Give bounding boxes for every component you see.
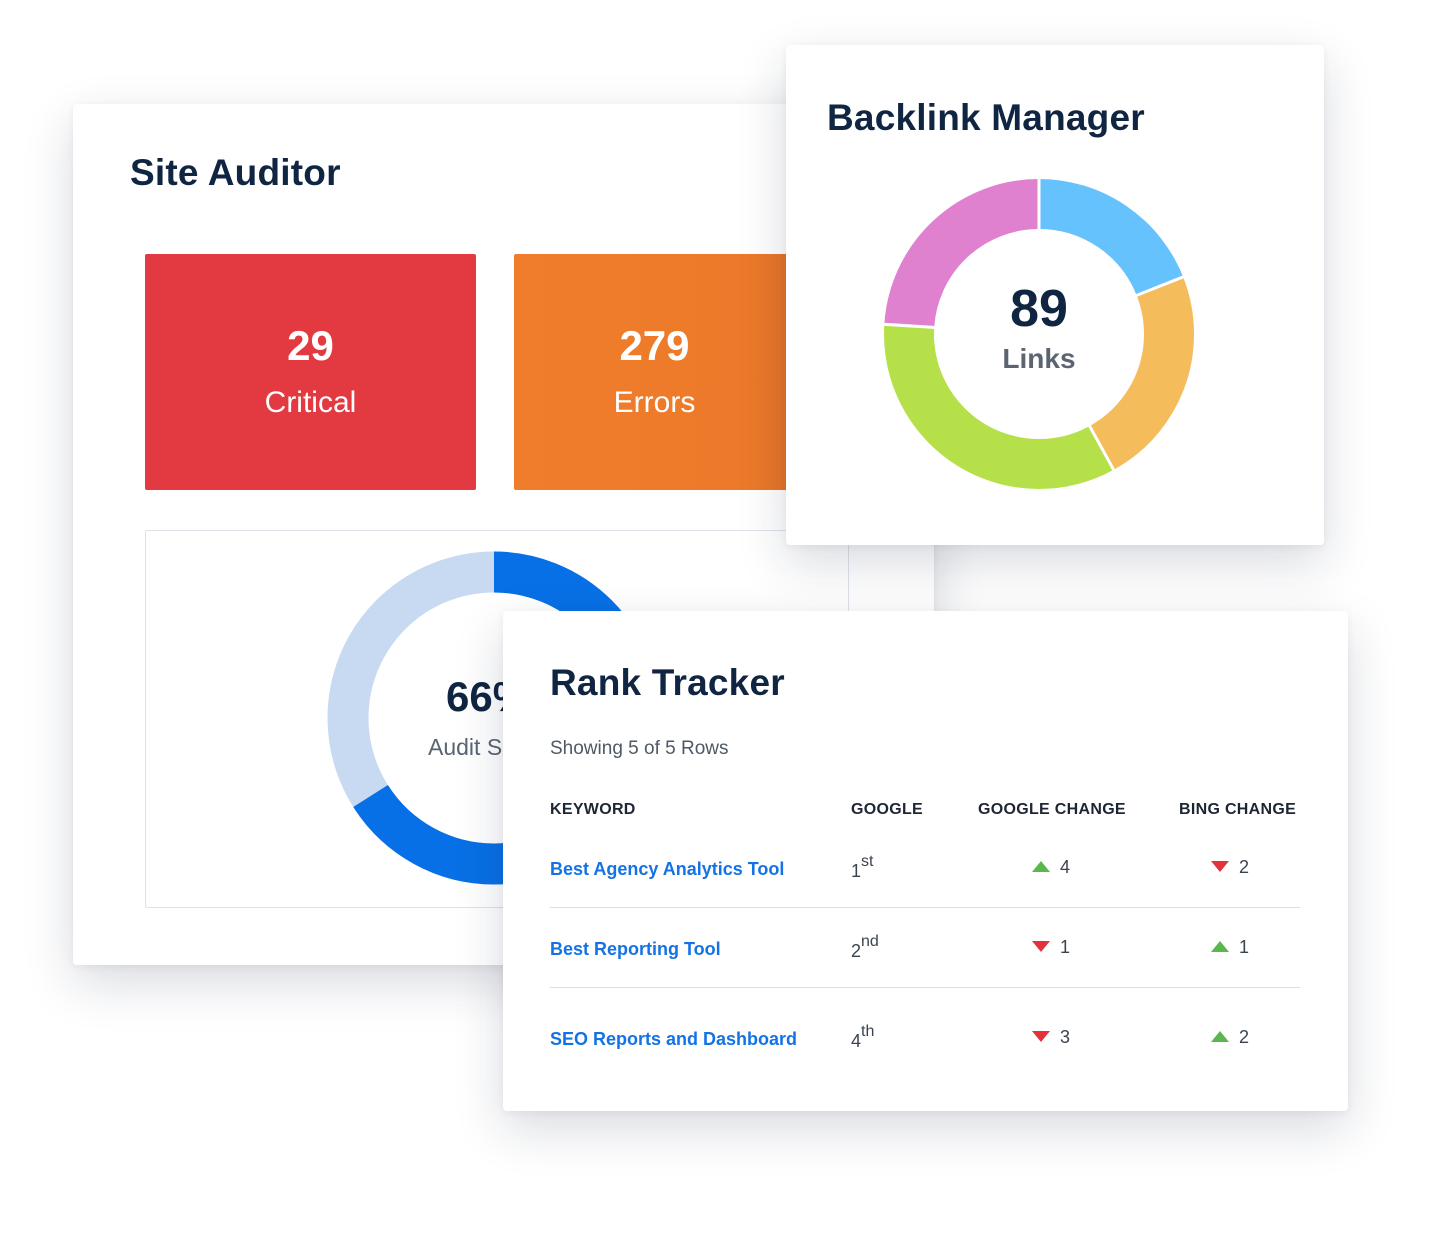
position-suffix: st — [861, 853, 874, 870]
table-row: Best Agency Analytics Tool 1st 4 2 — [550, 827, 1300, 908]
column-header-google[interactable]: GOOGLE — [851, 801, 924, 818]
keyword-link[interactable]: Best Reporting Tool — [550, 939, 721, 959]
critical-stat-box[interactable]: 29 Critical — [145, 254, 476, 490]
position-suffix: th — [861, 1023, 875, 1040]
arrow-down-icon — [1211, 860, 1229, 872]
arrow-up-icon — [1211, 940, 1229, 952]
critical-label: Critical — [264, 386, 357, 419]
google-position: 2nd — [851, 933, 879, 961]
segment-separator — [883, 322, 936, 329]
site-auditor-title: Site Auditor — [130, 152, 341, 193]
bing-change: 1 — [1211, 937, 1249, 958]
column-header-bing-change[interactable]: BING CHANGE — [1179, 801, 1297, 818]
table-row: SEO Reports and Dashboard 4th 3 2 — [550, 987, 1300, 1067]
errors-count: 279 — [619, 322, 690, 369]
arrow-up-icon — [1032, 860, 1050, 872]
column-header-google-change[interactable]: GOOGLE CHANGE — [978, 801, 1126, 818]
errors-label: Errors — [613, 386, 696, 419]
bing-change: 2 — [1211, 1027, 1249, 1048]
position-suffix: nd — [861, 933, 879, 950]
google-position: 1st — [851, 853, 874, 881]
keyword-link[interactable]: Best Agency Analytics Tool — [550, 859, 785, 879]
google-position: 4th — [851, 1023, 875, 1051]
backlink-segment-3[interactable] — [884, 179, 1194, 489]
backlink-segment-2[interactable] — [884, 179, 1194, 489]
links-count: 89 — [1010, 280, 1068, 338]
table-row: Best Reporting Tool 2nd 1 1 — [550, 907, 1300, 988]
keyword-link[interactable]: SEO Reports and Dashboard — [550, 1029, 798, 1049]
links-label: Links — [1002, 343, 1076, 374]
arrow-down-icon — [1032, 1030, 1050, 1042]
backlinks-donut-chart — [883, 178, 1194, 489]
google-change: 3 — [1032, 1027, 1070, 1048]
arrow-down-icon — [1032, 940, 1050, 952]
backlink-manager-card: Backlink Manager 89 Links — [786, 45, 1324, 545]
bing-change: 2 — [1211, 857, 1249, 878]
rows-count-info: Showing 5 of 5 Rows — [550, 738, 729, 759]
backlink-manager-title: Backlink Manager — [827, 97, 1145, 138]
google-change: 4 — [1032, 857, 1070, 878]
google-change: 1 — [1032, 937, 1070, 958]
rank-tracker-title: Rank Tracker — [550, 662, 785, 703]
column-header-keyword[interactable]: KEYWORD — [550, 801, 636, 818]
rank-tracker-card: Rank Tracker Showing 5 of 5 Rows KEYWORD… — [503, 611, 1348, 1111]
segment-separator — [1087, 424, 1116, 472]
arrow-up-icon — [1211, 1030, 1229, 1042]
segment-separator — [1135, 275, 1185, 298]
critical-count: 29 — [287, 322, 334, 369]
